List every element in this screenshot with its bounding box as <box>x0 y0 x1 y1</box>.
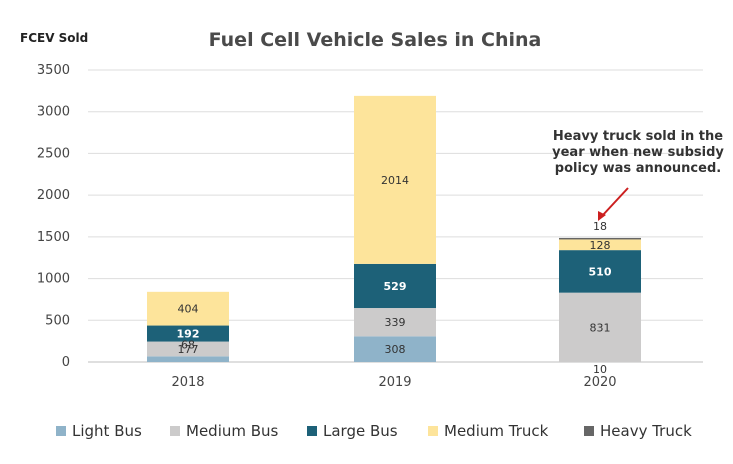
y-tick-label: 3000 <box>37 105 70 120</box>
legend-label: Medium Bus <box>186 422 279 440</box>
x-tick-label: 2020 <box>583 375 616 390</box>
data-label: 18 <box>593 220 607 233</box>
y-tick-label: 2000 <box>37 188 70 203</box>
bar-segment <box>147 291 229 326</box>
legend-swatch <box>428 426 438 436</box>
bars <box>147 95 641 362</box>
legend-item: Medium Truck <box>428 422 549 440</box>
x-axis-ticks: 2018 2019 2020 <box>171 375 616 390</box>
y-tick-label: 1000 <box>37 272 70 287</box>
legend-item: Heavy Truck <box>584 422 692 440</box>
data-label: 68 <box>181 338 195 351</box>
bar-segment <box>559 292 641 362</box>
legend: Light Bus Medium Bus Large Bus Medium Truck… <box>56 422 692 440</box>
legend-label: Medium Truck <box>444 422 549 440</box>
bar-segment <box>147 356 229 362</box>
bar-segment <box>559 250 641 293</box>
bar-segment <box>559 237 641 240</box>
y-tick-label: 500 <box>45 313 70 328</box>
y-tick-label: 3500 <box>37 63 70 78</box>
bar-segment <box>354 336 436 362</box>
data-label: 2014 <box>381 174 409 187</box>
annotation-arrowhead <box>598 211 606 221</box>
bar-segment <box>147 341 229 357</box>
data-label: 10 <box>593 363 607 376</box>
data-label: 529 <box>384 280 407 293</box>
legend-swatch <box>584 426 594 436</box>
y-axis-ticks: 0 500 1000 1500 2000 2500 3000 3500 <box>37 63 70 370</box>
data-label: 192 <box>177 328 200 341</box>
data-label: 510 <box>589 265 612 278</box>
bar-segment <box>147 325 229 342</box>
x-tick-label: 2019 <box>378 375 411 390</box>
y-tick-label: 1500 <box>37 230 70 245</box>
annotation-line: policy was announced. <box>555 161 721 176</box>
y-tick-label: 2500 <box>37 146 70 161</box>
legend-item: Medium Bus <box>170 422 279 440</box>
bar-segment <box>354 263 436 309</box>
y-tick-label: 0 <box>62 355 70 370</box>
legend-swatch <box>170 426 180 436</box>
data-label: 831 <box>590 321 611 334</box>
legend-label: Large Bus <box>323 422 398 440</box>
x-tick-label: 2018 <box>171 375 204 390</box>
annotation-arrow <box>601 187 629 217</box>
y-axis-label: FCEV Sold <box>20 31 88 45</box>
annotation-line: Heavy truck sold in the <box>553 129 723 144</box>
legend-item: Light Bus <box>56 422 142 440</box>
annotation-line: year when new subsidy <box>552 145 724 160</box>
data-label: 339 <box>385 316 406 329</box>
data-label: 177 <box>178 343 199 356</box>
legend-label: Light Bus <box>72 422 142 440</box>
data-label: 308 <box>385 343 406 356</box>
bar-segment <box>559 239 641 251</box>
chart-title: Fuel Cell Vehicle Sales in China <box>209 29 542 51</box>
legend-swatch <box>307 426 317 436</box>
legend-label: Heavy Truck <box>600 422 692 440</box>
legend-item: Large Bus <box>307 422 398 440</box>
bar-segment <box>354 95 436 264</box>
bar-segment <box>354 308 436 337</box>
legend-swatch <box>56 426 66 436</box>
data-label: 404 <box>178 303 199 316</box>
annotation: Heavy truck sold in the year when new su… <box>552 129 724 221</box>
data-label: 128 <box>590 239 611 252</box>
